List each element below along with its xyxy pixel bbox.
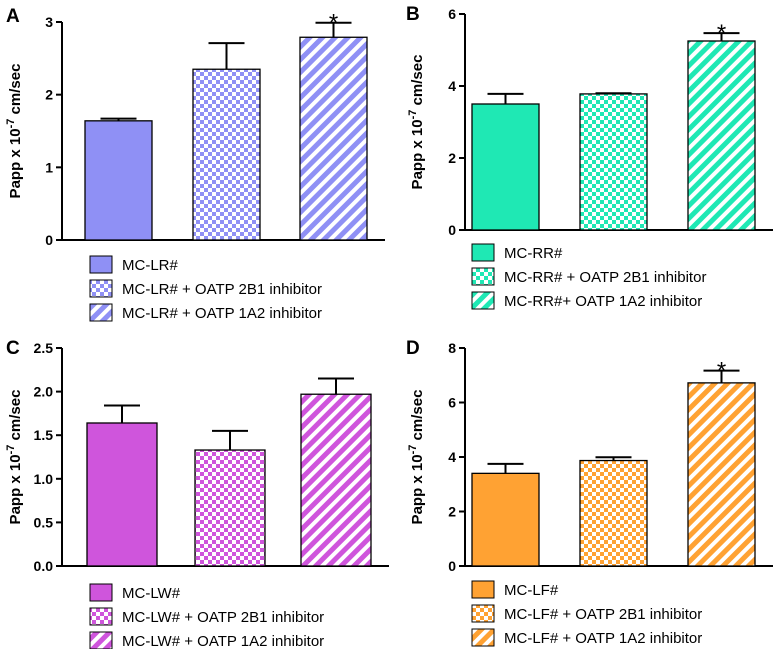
- legend-swatch: [89, 279, 113, 298]
- chart-panel-a: A Papp x 10-7 cm/sec 0 1 2 3 * MC-LR# MC-LR# + O…: [5, 6, 385, 322]
- legend-label: MC-LF# + OATP 1A2 inhibitor: [504, 630, 702, 647]
- y-tick-label: 1.0: [34, 471, 54, 487]
- chart-panel-d: D Papp x 10-7 cm/sec 0 2 4 6 8 * MC-LF# MC-LF# + …: [406, 338, 773, 647]
- y-tick-label: 1: [45, 159, 53, 175]
- panel-letter: B: [406, 4, 420, 25]
- legend-label: MC-LW#: [122, 585, 181, 602]
- bar: [86, 422, 158, 567]
- y-tick-label: 0: [45, 232, 53, 248]
- panel-letter: A: [6, 6, 20, 27]
- y-axis-label: Papp x 10-7 cm/sec: [5, 64, 24, 199]
- bar: [687, 382, 756, 567]
- y-tick-label: 2: [45, 87, 53, 103]
- chart-panel-c: C Papp x 10-7 cm/sec 0.0 0.5 1.0 1.5 2.0 2.5 MC-…: [5, 338, 389, 650]
- panel-letter: D: [406, 338, 420, 359]
- legend-label: MC-LF#: [504, 582, 559, 599]
- y-axis-label: Papp x 10-7 cm/sec: [407, 390, 426, 525]
- legend-swatch: [471, 580, 495, 599]
- legend-swatch: [89, 607, 113, 626]
- legend-swatch: [89, 583, 113, 602]
- y-tick-label: 4: [448, 78, 456, 94]
- y-tick-label: 2: [448, 150, 456, 166]
- panel-letter: C: [6, 338, 20, 359]
- y-axis-label: Papp x 10-7 cm/sec: [5, 390, 24, 525]
- y-tick-label: 2.0: [34, 384, 54, 400]
- bar: [192, 68, 261, 241]
- y-tick-label: 1.5: [34, 427, 54, 443]
- chart-panel-b: B Papp x 10-7 cm/sec 0 2 4 6 * MC-RR# MC-RR# + O…: [406, 4, 773, 310]
- y-axis-label: Papp x 10-7 cm/sec: [407, 55, 426, 190]
- bar: [299, 36, 368, 241]
- bar: [84, 120, 153, 241]
- bar: [579, 93, 648, 231]
- legend-label: MC-LW# + OATP 1A2 inhibitor: [122, 633, 324, 649]
- legend-label: MC-LF# + OATP 2B1 inhibitor: [504, 606, 702, 623]
- legend-label: MC-RR# + OATP 2B1 inhibitor: [504, 269, 706, 286]
- bar: [194, 449, 266, 567]
- legend-swatch: [471, 604, 495, 623]
- legend-label: MC-RR#: [504, 245, 563, 262]
- legend-swatch: [89, 303, 113, 322]
- bar: [300, 393, 372, 567]
- legend-label: MC-LR#: [122, 257, 178, 274]
- legend-label: MC-RR#+ OATP 1A2 inhibitor: [504, 293, 702, 310]
- bar: [687, 40, 756, 231]
- significance-marker: *: [717, 358, 726, 385]
- y-tick-label: 0: [448, 222, 456, 238]
- y-tick-label: 0: [448, 558, 456, 574]
- bar: [471, 103, 540, 231]
- significance-marker: *: [717, 20, 726, 47]
- bar: [471, 472, 540, 567]
- y-tick-label: 2: [448, 504, 456, 520]
- legend-swatch: [471, 243, 495, 262]
- significance-marker: *: [329, 10, 338, 37]
- legend-label: MC-LR# + OATP 2B1 inhibitor: [122, 281, 322, 298]
- y-tick-label: 6: [448, 395, 456, 411]
- y-tick-label: 2.5: [34, 340, 54, 356]
- legend-swatch: [471, 628, 495, 647]
- y-tick-label: 4: [448, 449, 456, 465]
- legend-label: MC-LR# + OATP 1A2 inhibitor: [122, 305, 322, 322]
- legend-swatch: [89, 631, 113, 650]
- y-tick-label: 0.0: [34, 558, 54, 574]
- y-tick-label: 0.5: [34, 514, 54, 530]
- legend-swatch: [471, 267, 495, 286]
- legend-label: MC-LW# + OATP 2B1 inhibitor: [122, 609, 324, 626]
- bar: [579, 459, 648, 567]
- y-tick-label: 3: [45, 14, 53, 30]
- legend-swatch: [89, 255, 113, 274]
- y-tick-label: 8: [448, 340, 456, 356]
- y-tick-label: 6: [448, 6, 456, 22]
- legend-swatch: [471, 291, 495, 310]
